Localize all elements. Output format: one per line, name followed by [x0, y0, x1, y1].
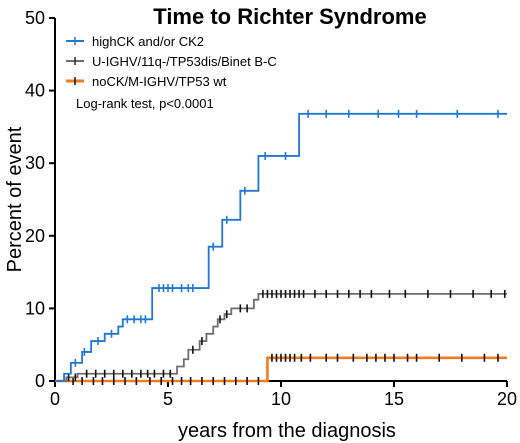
- y-tick-label-1: 10: [25, 298, 45, 318]
- y-axis-title: Percent of event: [4, 126, 26, 272]
- x-tick-label-2: 10: [271, 389, 291, 409]
- y-tick-label-2: 20: [25, 226, 45, 246]
- x-tick-label-0: 0: [50, 389, 60, 409]
- series-1: [55, 289, 507, 382]
- series-0: [55, 109, 507, 382]
- y-tick-label-0: 0: [35, 371, 45, 391]
- legend-label-2: noCK/M-IGHV/TP53 wt: [92, 74, 227, 89]
- series-line-1: [55, 292, 507, 382]
- legend-item-2: noCK/M-IGHV/TP53 wt: [66, 74, 227, 89]
- y-tick-label-5: 50: [25, 8, 45, 28]
- series-2: [55, 353, 507, 385]
- logrank-annotation: Log-rank test, p<0.0001: [76, 96, 214, 111]
- x-tick-label-4: 20: [497, 389, 517, 409]
- x-axis-title: years from the diagnosis: [178, 420, 396, 442]
- series-layer: [55, 109, 507, 385]
- legend: highCK and/or CK2 U-IGHV/11q-/TP53dis/Bi…: [66, 34, 277, 89]
- legend-item-0: highCK and/or CK2: [66, 34, 204, 49]
- series-line-0: [55, 112, 507, 382]
- y-tick-label-3: 30: [25, 153, 45, 173]
- y-tick-label-4: 40: [25, 81, 45, 101]
- legend-label-0: highCK and/or CK2: [92, 34, 204, 49]
- x-tick-label-1: 5: [163, 389, 173, 409]
- legend-label-1: U-IGHV/11q-/TP53dis/Binet B-C: [92, 54, 277, 69]
- x-tick-label-3: 15: [384, 389, 404, 409]
- axes: 0 10 20 30 40 50 0 5 10 15 20 years from the diagno…: [4, 8, 517, 442]
- legend-item-1: U-IGHV/11q-/TP53dis/Binet B-C: [66, 54, 277, 69]
- chart-title: Time to Richter Syndrome: [153, 4, 426, 29]
